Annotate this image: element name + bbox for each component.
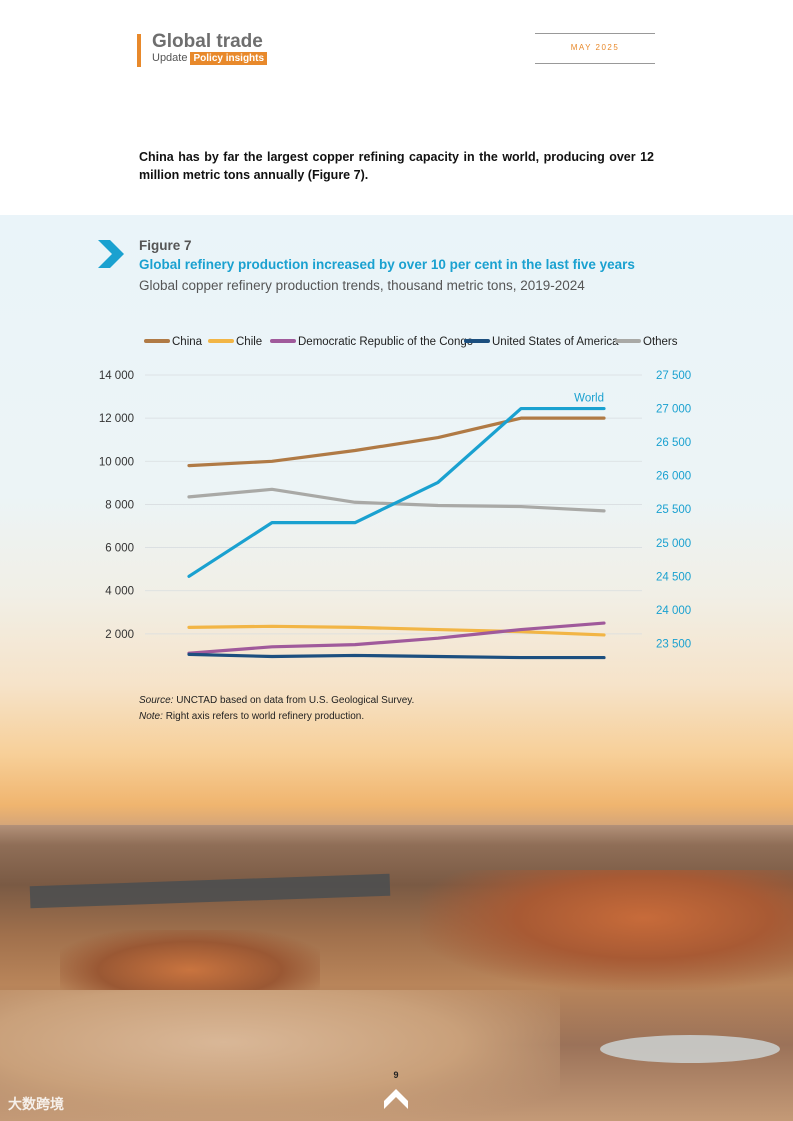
series-line: [187, 624, 606, 637]
source-line: Source: UNCTAD based on data from U.S. G…: [139, 693, 414, 709]
y-tick-label-right: 26 000: [656, 471, 691, 483]
world-series-label: World: [574, 393, 604, 405]
note-prefix: Note:: [139, 711, 163, 722]
header-accent-bar: [137, 34, 141, 67]
brand-subtitle: Update Policy insights: [152, 52, 268, 65]
intro-paragraph: China has by far the largest copper refi…: [139, 150, 654, 182]
y-tick-label-left: 6 000: [105, 543, 134, 555]
y-tick-label-right: 27 000: [656, 404, 691, 416]
y-tick-label-right: 24 000: [656, 605, 691, 617]
legend-label: United States of America: [492, 336, 619, 348]
chevron-right-icon: [98, 240, 124, 268]
source-prefix: Source:: [139, 695, 174, 706]
page-number: 9: [393, 1070, 399, 1080]
y-tick-label-left: 12 000: [99, 413, 134, 425]
series-line: [187, 416, 606, 468]
y-tick-label-right: 27 500: [656, 370, 691, 382]
line-chart: 2 000 4 000 6 000 8 000 10 000 12 000 14 000 23…: [99, 336, 691, 660]
y-tick-label-left: 4 000: [105, 586, 134, 598]
watermark-logo: 大数跨境: [8, 1096, 64, 1112]
world-series-line: [187, 406, 606, 578]
issue-date: MAY 2025: [570, 43, 620, 52]
figure-subtitle: Global copper refinery production trends…: [139, 278, 585, 293]
date-box: MAY 2025: [535, 33, 655, 64]
y-tick-label-right: 24 500: [656, 571, 691, 583]
landscape-pit: [0, 990, 560, 1121]
chart-source-notes: Source: UNCTAD based on data from U.S. G…: [139, 693, 414, 725]
y-tick-label-right: 23 500: [656, 638, 691, 650]
legend-label: Democratic Republic of the Congo: [298, 336, 473, 348]
brand-title: Global trade: [152, 31, 263, 52]
figure-title: Global refinery production increased by …: [139, 257, 635, 272]
y-tick-label-right: 26 500: [656, 437, 691, 449]
chevron-up-icon[interactable]: [383, 1086, 409, 1112]
landscape-hill: [420, 870, 793, 990]
legend-label: Others: [643, 336, 678, 348]
y-tick-label-right: 25 500: [656, 504, 691, 516]
y-tick-label-right: 25 000: [656, 538, 691, 550]
y-tick-label-left: 14 000: [99, 370, 134, 382]
source-text: UNCTAD based on data from U.S. Geologica…: [176, 695, 415, 706]
legend-label: Chile: [236, 336, 262, 348]
series-line: [187, 621, 606, 655]
y-tick-label-left: 8 000: [105, 499, 134, 511]
series-line: [187, 487, 606, 513]
landscape-pond: [600, 1035, 780, 1063]
note-text: Right axis refers to world refinery prod…: [165, 711, 365, 722]
y-tick-label-left: 10 000: [99, 456, 134, 468]
series-line: [187, 652, 606, 660]
brand-subtitle-text: Update: [152, 52, 188, 64]
figure-label: Figure 7: [139, 238, 192, 253]
policy-insights-badge: Policy insights: [190, 52, 268, 65]
legend-label: China: [172, 336, 203, 348]
note-line: Note: Right axis refers to world refiner…: [139, 709, 414, 725]
y-tick-label-left: 2 000: [105, 629, 134, 641]
